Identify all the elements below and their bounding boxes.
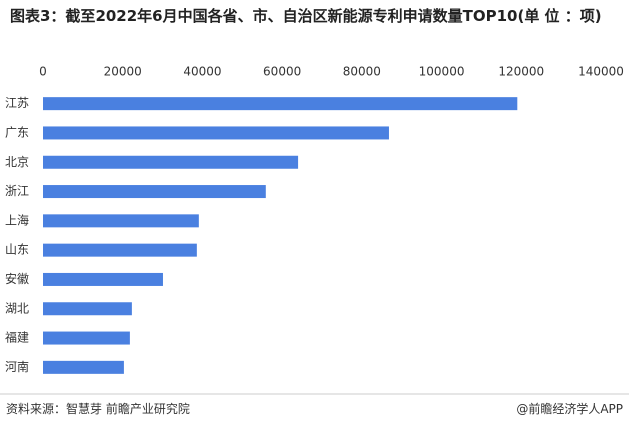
bar [43, 97, 518, 111]
chart-title: 图表3：截至2022年6月中国各省、市、自治区新能源专利申请数量TOP10(单 … [10, 7, 602, 25]
x-tick-label: 40000 [183, 65, 221, 79]
y-tick-label: 湖北 [5, 300, 29, 315]
source-note: 资料来源：智慧芽 前瞻产业研究院 [6, 402, 190, 416]
y-tick-label: 河南 [5, 359, 29, 374]
x-tick-label: 60000 [263, 65, 301, 79]
x-tick-label: 20000 [104, 65, 142, 79]
x-tick-label: 0 [39, 65, 47, 79]
bar [43, 302, 132, 316]
bar [43, 272, 163, 286]
bar [43, 331, 130, 345]
y-tick-label: 安徽 [5, 271, 29, 286]
y-tick-label: 广东 [5, 125, 29, 139]
y-tick-label: 上海 [5, 212, 29, 227]
y-tick-label: 山东 [5, 243, 29, 257]
credit: @前瞻经济学人APP [516, 402, 623, 416]
y-tick-label: 江苏 [5, 96, 29, 110]
y-tick-label: 浙江 [5, 184, 29, 198]
x-tick-label: 100000 [419, 65, 465, 79]
y-tick-label: 福建 [5, 330, 29, 345]
x-tick-label: 80000 [343, 65, 381, 79]
bar [43, 126, 389, 140]
bar [43, 155, 299, 169]
bar [43, 243, 197, 257]
x-tick-label: 120000 [498, 65, 544, 79]
y-tick-label: 北京 [5, 155, 29, 169]
x-tick-label: 140000 [578, 65, 624, 79]
bar [43, 214, 199, 228]
bar [43, 185, 266, 199]
bar [43, 360, 124, 374]
